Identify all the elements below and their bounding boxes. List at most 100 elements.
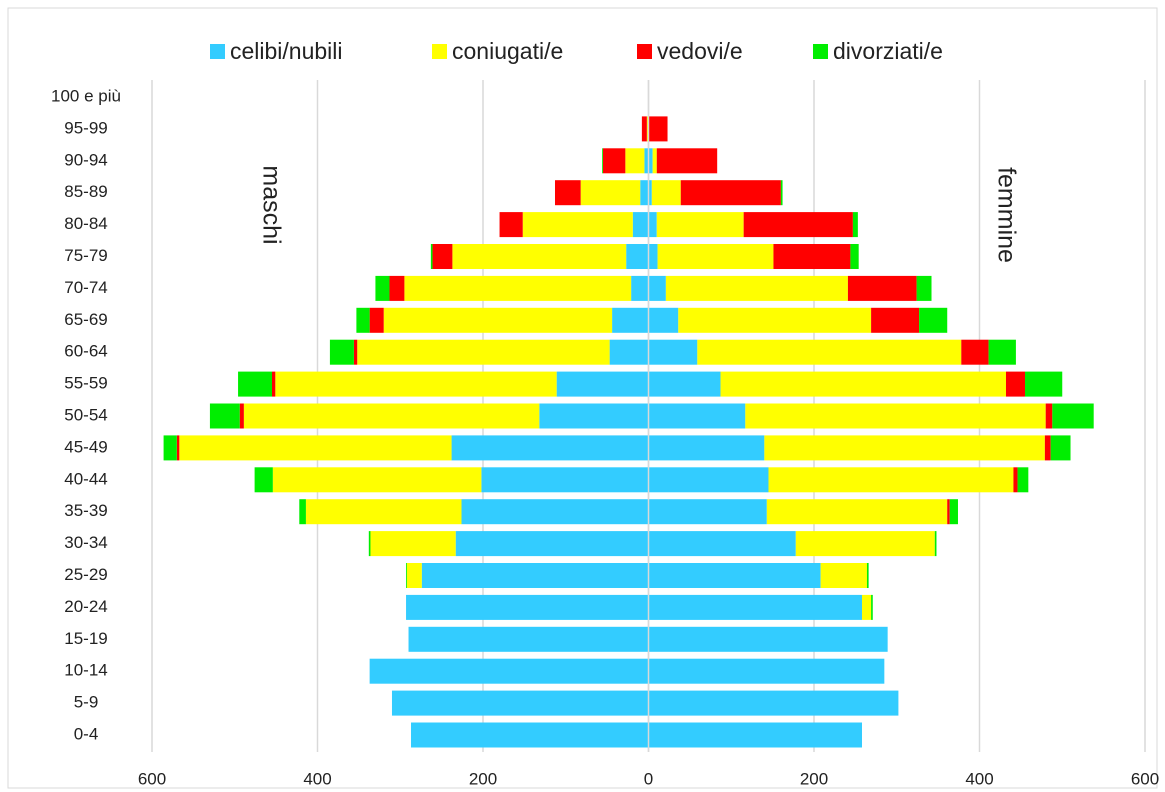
y-tick-label: 100 e più bbox=[51, 86, 121, 105]
bar-segment bbox=[421, 563, 649, 588]
bar-segment bbox=[648, 244, 658, 269]
bar-segment bbox=[481, 467, 649, 493]
bar-segment bbox=[499, 212, 523, 238]
y-tick-label: 60-64 bbox=[64, 342, 107, 361]
bar-segment bbox=[451, 435, 649, 461]
y-tick-label: 25-29 bbox=[64, 565, 107, 584]
bar-segment bbox=[641, 116, 647, 142]
y-tick-label: 80-84 bbox=[64, 214, 107, 233]
bar-segment bbox=[539, 403, 649, 429]
bar-segment bbox=[356, 307, 370, 333]
bar-segment bbox=[656, 212, 744, 238]
bar-segment bbox=[871, 594, 873, 620]
y-tick-label: 0-4 bbox=[74, 724, 99, 743]
bar-segment bbox=[383, 307, 613, 333]
bar-segment bbox=[648, 467, 769, 493]
bar-segment bbox=[820, 563, 867, 588]
bar-segment bbox=[408, 626, 649, 652]
annotation: maschi bbox=[257, 165, 285, 244]
bar-segment bbox=[648, 563, 821, 588]
bar-segment bbox=[764, 435, 1045, 461]
bar-segment bbox=[648, 339, 698, 365]
bar-segment bbox=[657, 244, 774, 269]
x-tick-label: 200 bbox=[469, 769, 497, 788]
bar-segment bbox=[934, 531, 937, 557]
bar-segment bbox=[648, 690, 899, 716]
y-tick-label: 35-39 bbox=[64, 501, 107, 520]
bar-segment bbox=[916, 275, 932, 301]
legend-label: divorziati/e bbox=[833, 38, 943, 64]
bar-segment bbox=[648, 658, 885, 684]
bar-segment bbox=[209, 403, 240, 429]
bar-segment bbox=[406, 594, 649, 620]
y-tick-label: 15-19 bbox=[64, 629, 107, 648]
bar-segment bbox=[406, 563, 407, 588]
bar-segment bbox=[648, 626, 888, 652]
bar-segment bbox=[648, 212, 657, 238]
bar-segment bbox=[773, 244, 851, 269]
bar-segment bbox=[652, 148, 657, 174]
bar-segment bbox=[626, 244, 649, 269]
legend-label: vedovi/e bbox=[657, 38, 743, 64]
bar-segment bbox=[625, 148, 645, 174]
bar-segment bbox=[430, 244, 433, 269]
bar-segment bbox=[554, 180, 581, 206]
bar-segment bbox=[919, 307, 948, 333]
bar-segment bbox=[646, 116, 649, 142]
bar-segment bbox=[556, 371, 649, 397]
legend-label: coniugati/e bbox=[452, 38, 563, 64]
bar-segment bbox=[651, 180, 681, 206]
bar-segment bbox=[648, 307, 679, 333]
x-tick-label: 600 bbox=[1131, 769, 1159, 788]
bar-segment bbox=[238, 371, 272, 397]
bar-segment bbox=[522, 212, 633, 238]
bar-segment bbox=[640, 180, 649, 206]
bar-segment bbox=[305, 499, 462, 525]
bar-segment bbox=[780, 180, 783, 206]
bar-segment bbox=[404, 275, 632, 301]
bar-segment bbox=[795, 531, 935, 557]
bar-segment bbox=[648, 148, 653, 174]
bar-segment bbox=[866, 563, 869, 588]
bar-segment bbox=[179, 435, 452, 461]
bar-segment bbox=[847, 275, 917, 301]
y-tick-label: 30-34 bbox=[64, 533, 107, 552]
bar-segment bbox=[353, 339, 358, 365]
y-tick-label: 75-79 bbox=[64, 246, 107, 265]
bar-segment bbox=[678, 307, 872, 333]
bar-segment bbox=[239, 403, 244, 429]
bar-segment bbox=[745, 403, 1046, 429]
bar-segment bbox=[656, 148, 718, 174]
legend-swatch bbox=[637, 44, 652, 59]
bar-segment bbox=[648, 499, 767, 525]
bar-segment bbox=[648, 594, 862, 620]
bar-segment bbox=[455, 531, 649, 557]
bar-segment bbox=[988, 339, 1016, 365]
bar-segment bbox=[648, 116, 668, 142]
bar-segment bbox=[176, 435, 180, 461]
bar-segment bbox=[391, 690, 649, 716]
bar-segment bbox=[432, 244, 453, 269]
bar-segment bbox=[163, 435, 177, 461]
bar-segment bbox=[648, 371, 721, 397]
bar-segment bbox=[949, 499, 958, 525]
x-tick-label: 0 bbox=[644, 769, 653, 788]
bar-segment bbox=[452, 244, 627, 269]
bar-segment bbox=[369, 307, 384, 333]
bars bbox=[163, 116, 1094, 748]
bar-segment bbox=[254, 467, 273, 493]
bar-segment bbox=[947, 499, 950, 525]
x-tick-label: 400 bbox=[965, 769, 993, 788]
bar-segment bbox=[632, 212, 649, 238]
bar-segment bbox=[1005, 371, 1026, 397]
bar-segment bbox=[850, 244, 859, 269]
bar-segment bbox=[648, 722, 862, 748]
legend-swatch bbox=[210, 44, 225, 59]
y-tick-label: 50-54 bbox=[64, 405, 107, 424]
legend-label: celibi/nubili bbox=[230, 38, 343, 64]
bar-segment bbox=[648, 531, 796, 557]
bar-segment bbox=[766, 499, 948, 525]
y-tick-label: 95-99 bbox=[64, 118, 107, 137]
bar-segment bbox=[961, 339, 989, 365]
bar-segment bbox=[609, 339, 649, 365]
